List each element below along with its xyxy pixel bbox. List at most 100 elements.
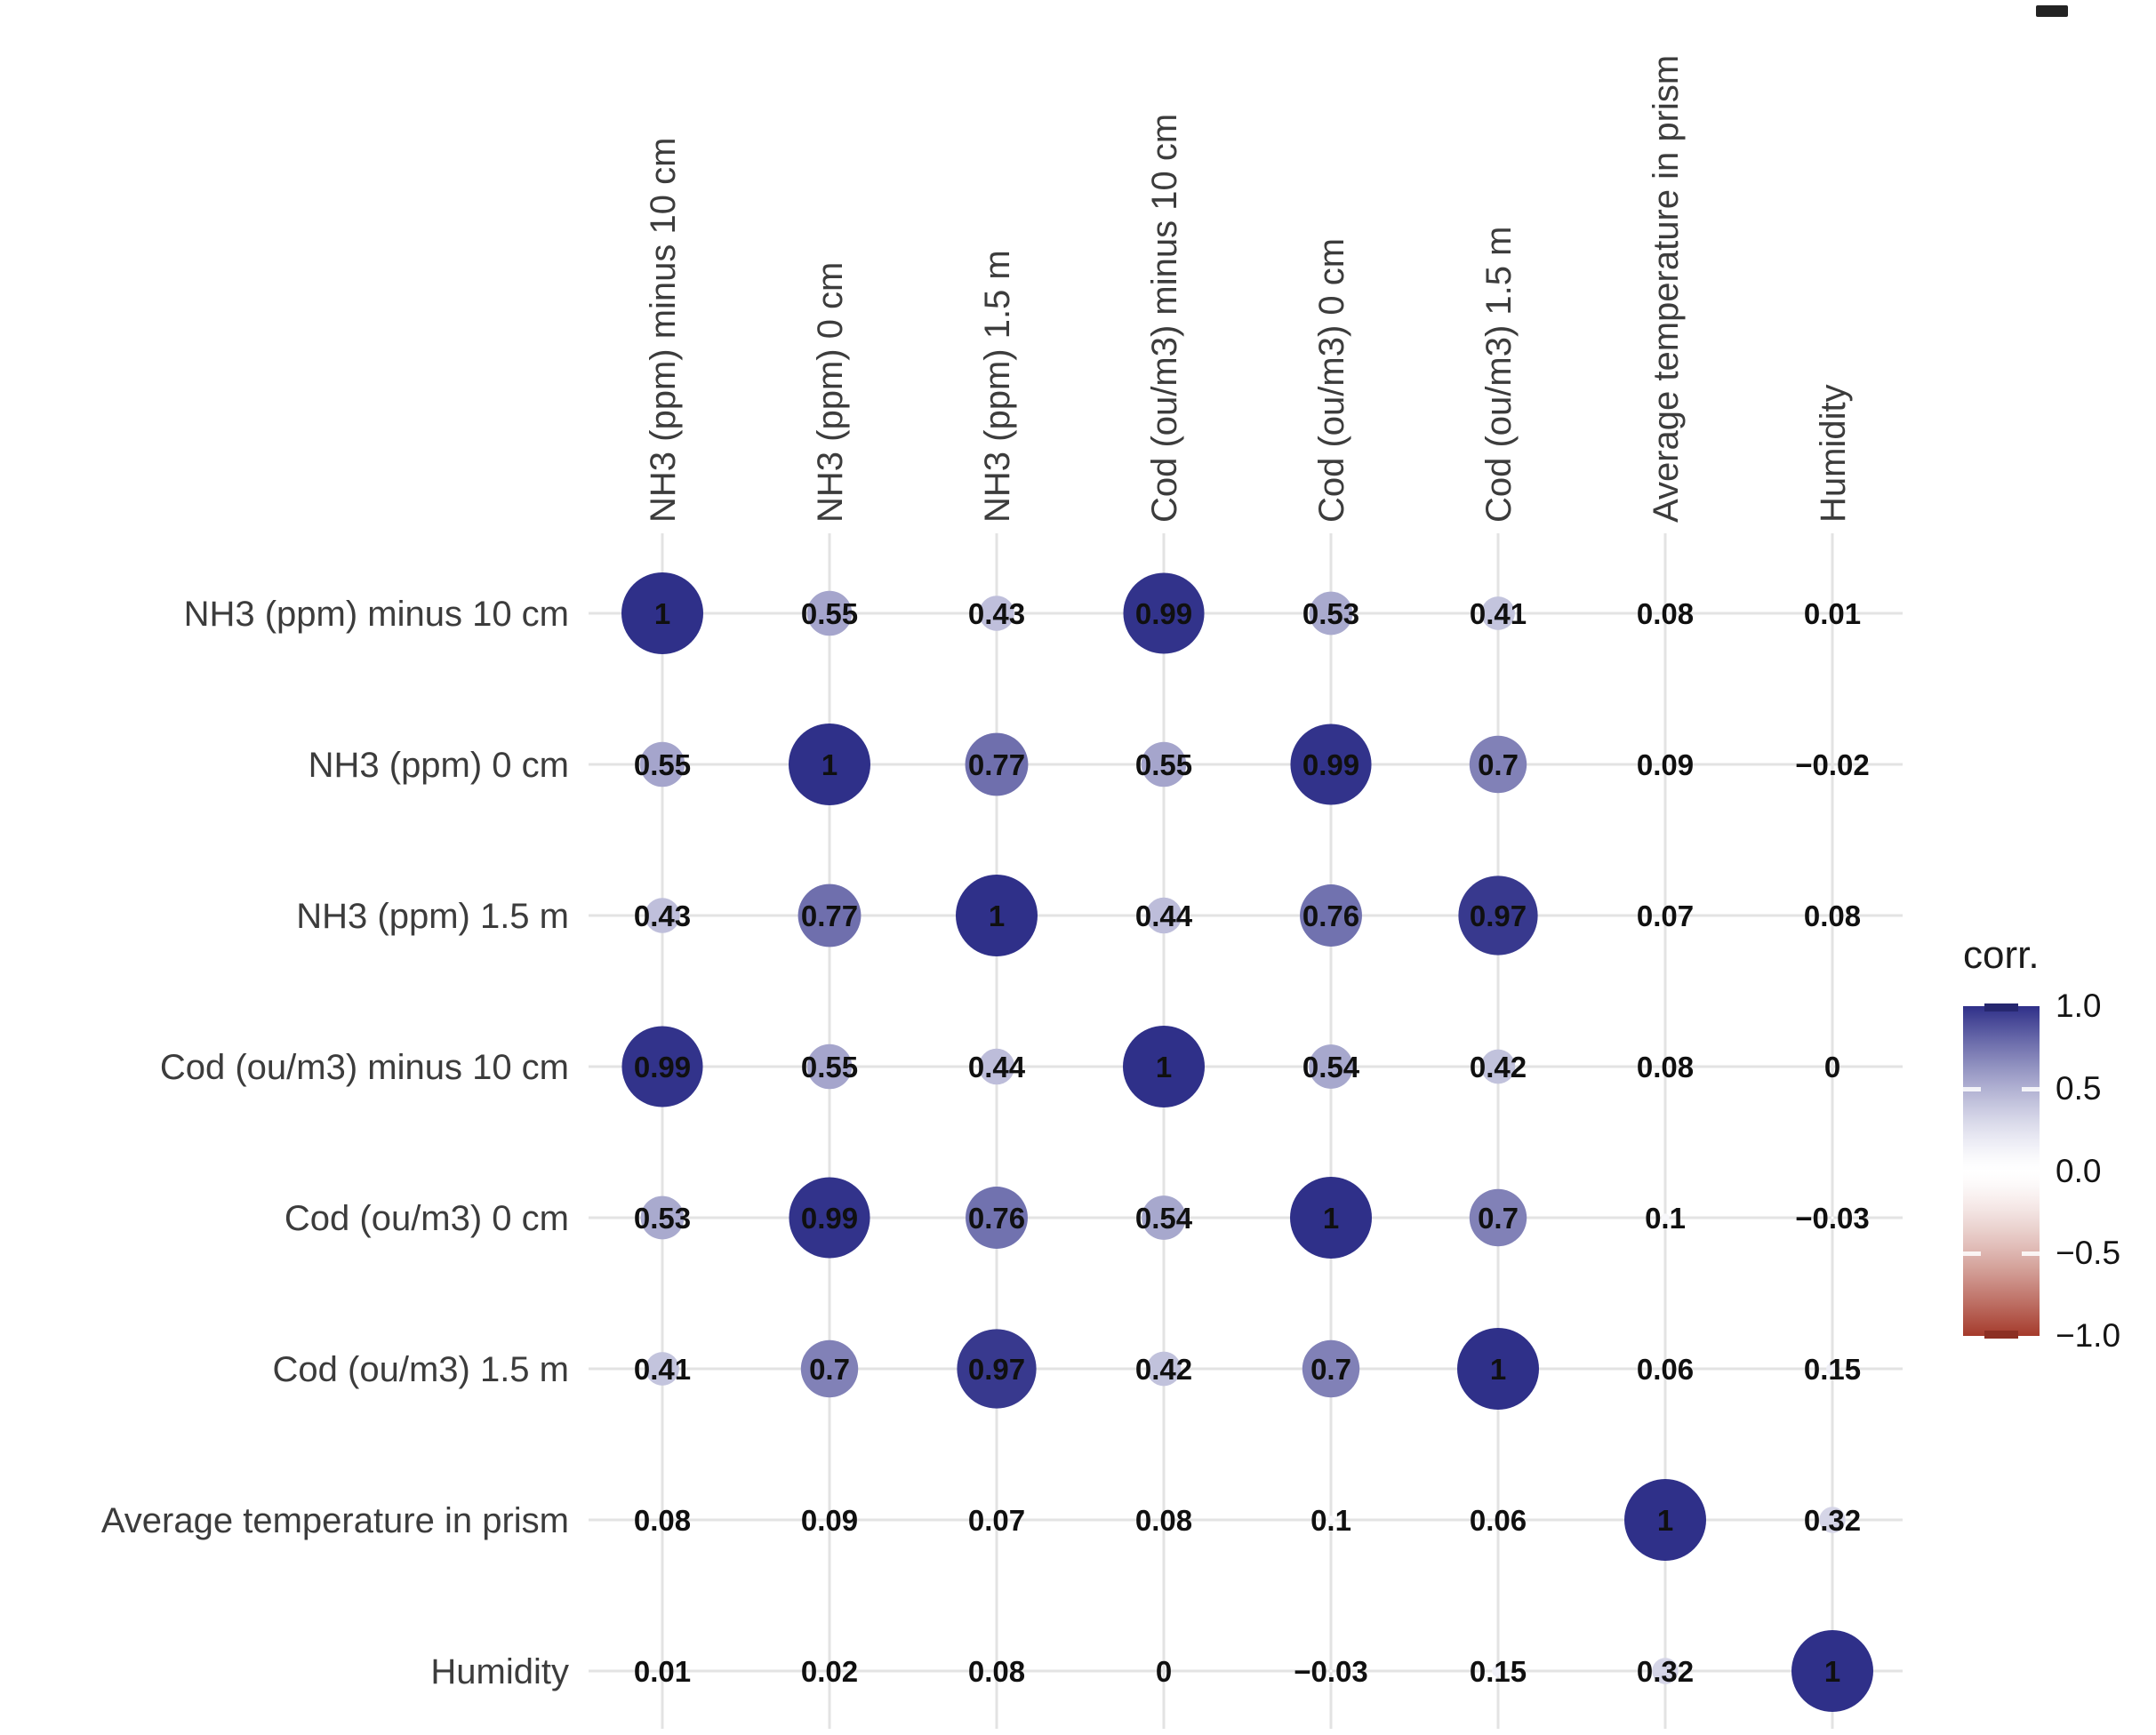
corr-value: 0.7 — [1310, 1353, 1351, 1386]
corr-bubble — [1469, 1188, 1527, 1247]
corr-bubble — [797, 883, 862, 947]
corr-value: 0.07 — [1637, 899, 1694, 932]
corr-bubble — [1146, 1351, 1182, 1387]
corr-bubble — [806, 1043, 853, 1090]
col-label: Cod (ou/m3) 0 cm — [1312, 238, 1351, 523]
corr-bubble — [640, 1195, 685, 1240]
corr-value: 1 — [1323, 1202, 1339, 1235]
col-label: Cod (ou/m3) 1.5 m — [1479, 227, 1519, 523]
corr-bubble — [993, 1516, 1000, 1523]
corr-bubble — [1481, 596, 1515, 630]
corr-value: 0.32 — [1637, 1655, 1694, 1688]
row-label: Cod (ou/m3) minus 10 cm — [160, 1048, 569, 1087]
corr-value: 1 — [1156, 1051, 1172, 1083]
corr-value: 0.08 — [1804, 899, 1861, 932]
col-label: NH3 (ppm) 0 cm — [811, 262, 850, 523]
corr-value: 0.08 — [1135, 1504, 1192, 1537]
corr-bubble — [659, 1516, 666, 1523]
corr-value: −0.03 — [1294, 1655, 1368, 1688]
corr-bubble — [979, 596, 1014, 631]
corr-value: 0.42 — [1470, 1051, 1527, 1083]
corr-value: 0.43 — [968, 597, 1025, 630]
corr-value: 0.01 — [1804, 597, 1861, 630]
legend-tick-mark — [1963, 1251, 1981, 1257]
corr-bubble — [1662, 912, 1669, 919]
legend-tick-label: 1.0 — [2056, 987, 2102, 1024]
row-label: NH3 (ppm) 0 cm — [309, 746, 569, 785]
legend-tick-mark — [1963, 1086, 1981, 1091]
corr-value: 0.99 — [801, 1202, 858, 1235]
corr-value: 0.15 — [1804, 1353, 1861, 1386]
corr-value: 0.08 — [1637, 1051, 1694, 1083]
col-label: NH3 (ppm) 1.5 m — [978, 250, 1017, 523]
legend-tick-label: 0.5 — [2056, 1069, 2102, 1107]
corr-value: 1 — [654, 597, 670, 630]
legend-end-mark — [1984, 1331, 2018, 1339]
corr-value: 0.77 — [801, 899, 858, 932]
corr-bubble — [1302, 1339, 1360, 1398]
corr-bubble — [789, 724, 870, 805]
row-label: Cod (ou/m3) 1.5 m — [273, 1350, 569, 1389]
corr-bubble — [1290, 1177, 1372, 1259]
corr-value: 1 — [822, 748, 838, 781]
corr-value: 0.07 — [968, 1504, 1025, 1537]
corr-bubble — [1142, 1195, 1186, 1240]
corr-value: 0.55 — [634, 748, 691, 781]
corr-bubble — [1826, 1363, 1839, 1375]
legend: corr. 1.0 0.5 0.0 −0.5 −1.0 — [1956, 933, 2156, 1360]
col-label: Cod (ou/m3) minus 10 cm — [1145, 114, 1184, 523]
corr-value: 1 — [1490, 1353, 1506, 1386]
corr-bubble — [1300, 884, 1362, 947]
corr-bubble — [965, 732, 1029, 796]
corr-bubble — [1309, 591, 1353, 636]
corr-value: 0.01 — [634, 1655, 691, 1688]
corr-value: 0.42 — [1135, 1353, 1192, 1386]
corr-bubble — [1492, 1665, 1504, 1677]
col-label: NH3 (ppm) minus 10 cm — [644, 138, 683, 523]
corr-value: 0.44 — [1135, 899, 1193, 932]
corr-value: 0.15 — [1470, 1655, 1527, 1688]
corr-bubble — [993, 1667, 1000, 1675]
corr-bubble — [1791, 1630, 1873, 1712]
corr-value: 1 — [1824, 1655, 1840, 1688]
corr-value: 0.99 — [1302, 748, 1359, 781]
corr-bubble — [1123, 1026, 1205, 1107]
corr-value: 0.1 — [1645, 1202, 1686, 1235]
corr-bubble — [1663, 1366, 1668, 1371]
corr-bubble — [645, 898, 680, 933]
legend-tick-label: −1.0 — [2056, 1317, 2121, 1354]
corr-value: 0.7 — [1478, 748, 1519, 781]
row-label: Humidity — [430, 1652, 569, 1691]
corr-value: 0.1 — [1310, 1504, 1351, 1537]
corr-bubble — [1624, 1479, 1706, 1561]
corr-bubble — [806, 590, 853, 636]
corr-bubble — [621, 1026, 703, 1107]
corr-bubble — [1661, 760, 1670, 769]
corr-bubble — [1662, 610, 1669, 617]
corr-value: 0.99 — [1135, 597, 1192, 630]
corr-bubble — [1652, 1658, 1679, 1684]
corr-value: 0.44 — [968, 1051, 1026, 1083]
row-label: NH3 (ppm) 1.5 m — [296, 897, 569, 936]
corr-bubble — [1495, 1517, 1501, 1523]
corr-bubble — [1457, 1328, 1539, 1410]
legend-tick-label: 0.0 — [2056, 1152, 2102, 1189]
corr-bubble — [1145, 897, 1182, 934]
corr-bubble — [800, 1339, 859, 1398]
corr-value: 0.53 — [1302, 597, 1359, 630]
col-label: Average temperature in prism — [1647, 55, 1686, 523]
corr-value: 0.7 — [1478, 1202, 1519, 1235]
legend-tick-mark — [2022, 1251, 2040, 1257]
corr-value: 0.43 — [634, 899, 691, 932]
scan-artifact — [2036, 5, 2068, 17]
corr-value: −0.03 — [1795, 1202, 1870, 1235]
corr-value: 0.08 — [634, 1504, 691, 1537]
corr-bubble — [1290, 724, 1372, 805]
corr-value: 0.09 — [801, 1504, 858, 1537]
corr-bubble — [1141, 741, 1187, 788]
corr-value: −0.02 — [1795, 748, 1870, 781]
corr-bubble — [645, 1352, 679, 1386]
corr-bubble — [1123, 572, 1205, 654]
